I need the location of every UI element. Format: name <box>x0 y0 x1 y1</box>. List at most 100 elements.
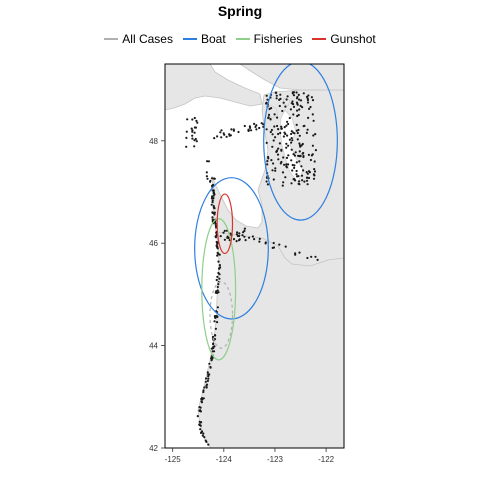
case-point <box>205 383 209 386</box>
case-point <box>218 273 221 276</box>
case-point <box>270 128 273 132</box>
case-point <box>307 176 311 180</box>
case-point <box>288 116 291 120</box>
case-point <box>213 334 217 337</box>
case-point <box>294 253 297 256</box>
case-point <box>253 238 256 241</box>
case-point <box>267 116 270 119</box>
case-point <box>278 104 281 108</box>
case-point <box>307 116 310 119</box>
case-point <box>185 145 188 148</box>
case-point <box>292 94 296 97</box>
case-point <box>298 150 301 153</box>
case-point <box>274 169 277 172</box>
case-point <box>295 169 298 173</box>
case-point <box>193 126 196 129</box>
case-point <box>316 258 319 261</box>
case-point <box>253 122 256 125</box>
case-point <box>216 321 219 324</box>
case-point <box>298 251 301 254</box>
case-point <box>199 428 202 431</box>
case-point <box>216 291 219 295</box>
ellipse-all-cases <box>209 281 234 349</box>
case-point <box>302 92 305 95</box>
legend-label-gunshot: Gunshot <box>330 32 376 46</box>
land-mainland <box>197 89 344 448</box>
case-point <box>241 234 244 237</box>
ellipse-layer <box>194 64 338 361</box>
case-point <box>214 222 217 225</box>
case-point <box>285 98 288 101</box>
case-point <box>292 105 296 108</box>
case-point <box>235 240 238 243</box>
case-point <box>290 130 293 133</box>
case-point <box>211 218 214 221</box>
case-point <box>216 289 219 292</box>
case-point <box>203 386 206 389</box>
case-point <box>285 124 288 127</box>
case-point <box>206 371 209 374</box>
case-point <box>185 136 188 139</box>
case-point <box>311 144 314 147</box>
case-point <box>210 197 213 200</box>
case-point <box>266 183 269 186</box>
case-point <box>295 101 299 104</box>
case-point <box>309 158 312 162</box>
case-point <box>238 232 241 235</box>
case-point <box>200 430 204 433</box>
case-point <box>258 240 261 243</box>
case-point <box>195 119 198 122</box>
case-point <box>275 91 278 94</box>
case-point <box>272 241 275 245</box>
case-point <box>276 124 279 128</box>
case-point <box>204 380 207 383</box>
case-point <box>213 211 216 214</box>
case-point <box>298 183 301 186</box>
case-point <box>295 129 298 132</box>
legend: All Cases Boat Fisheries Gunshot <box>0 32 480 46</box>
case-point <box>213 320 216 323</box>
case-point <box>305 179 309 182</box>
case-point <box>237 130 240 134</box>
case-point <box>307 170 311 173</box>
case-point <box>185 130 188 133</box>
ellipse-gunshot <box>216 193 234 255</box>
case-point <box>290 102 293 105</box>
legend-key-boat <box>182 38 197 40</box>
case-point <box>206 160 209 163</box>
case-point <box>193 116 196 120</box>
case-point <box>302 169 305 172</box>
case-point <box>277 132 280 136</box>
case-point <box>290 148 293 151</box>
case-point <box>213 315 216 318</box>
case-point <box>269 130 272 134</box>
legend-item-gunshot: Gunshot <box>312 32 376 46</box>
case-point <box>264 242 267 245</box>
x-tick-label: -123 <box>267 455 284 464</box>
case-point <box>211 350 214 353</box>
case-point <box>202 432 205 435</box>
case-point <box>292 131 295 134</box>
case-point <box>285 146 288 149</box>
case-point <box>254 125 257 128</box>
case-point <box>267 155 270 159</box>
case-point <box>302 151 305 155</box>
case-point <box>298 134 301 137</box>
case-point <box>211 199 214 202</box>
case-point <box>190 127 193 130</box>
case-point <box>242 231 245 234</box>
case-point <box>301 179 304 182</box>
case-point <box>258 126 261 130</box>
case-point <box>291 169 294 172</box>
case-point <box>198 409 201 412</box>
case-point <box>272 139 275 142</box>
case-point <box>312 177 316 180</box>
case-point <box>223 133 226 136</box>
x-axis: -125 -124 -123 -122 <box>165 448 335 464</box>
legend-label-boat: Boat <box>200 32 226 46</box>
case-point <box>255 124 258 127</box>
case-point <box>211 201 214 204</box>
legend-label-fisheries: Fisheries <box>253 32 303 46</box>
case-point <box>308 107 311 110</box>
